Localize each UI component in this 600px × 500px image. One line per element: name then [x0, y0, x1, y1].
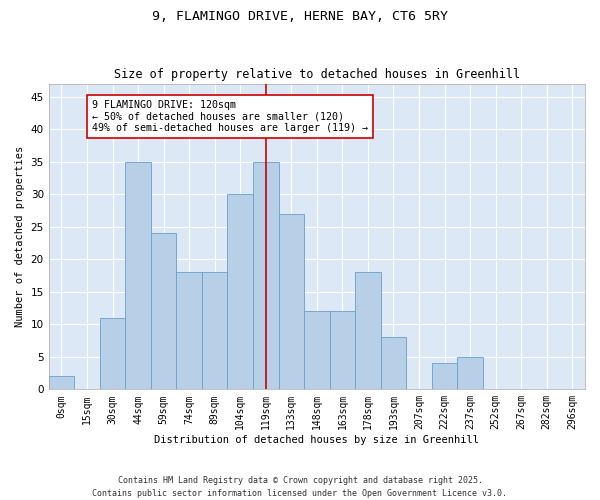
X-axis label: Distribution of detached houses by size in Greenhill: Distribution of detached houses by size …	[154, 435, 479, 445]
Title: Size of property relative to detached houses in Greenhill: Size of property relative to detached ho…	[114, 68, 520, 81]
Bar	[457, 357, 483, 390]
Bar	[278, 214, 304, 390]
Text: 9 FLAMINGO DRIVE: 120sqm
← 50% of detached houses are smaller (120)
49% of semi-: 9 FLAMINGO DRIVE: 120sqm ← 50% of detach…	[92, 100, 368, 133]
Bar	[176, 272, 202, 390]
Bar	[329, 312, 355, 390]
Bar	[253, 162, 278, 390]
Bar	[432, 364, 457, 390]
Bar	[355, 272, 380, 390]
Bar	[49, 376, 74, 390]
Bar	[380, 338, 406, 390]
Bar	[202, 272, 227, 390]
Y-axis label: Number of detached properties: Number of detached properties	[15, 146, 25, 327]
Bar	[125, 162, 151, 390]
Bar	[227, 194, 253, 390]
Bar	[304, 312, 329, 390]
Bar	[151, 233, 176, 390]
Text: 9, FLAMINGO DRIVE, HERNE BAY, CT6 5RY: 9, FLAMINGO DRIVE, HERNE BAY, CT6 5RY	[152, 10, 448, 23]
Bar	[100, 318, 125, 390]
Text: Contains HM Land Registry data © Crown copyright and database right 2025.
Contai: Contains HM Land Registry data © Crown c…	[92, 476, 508, 498]
